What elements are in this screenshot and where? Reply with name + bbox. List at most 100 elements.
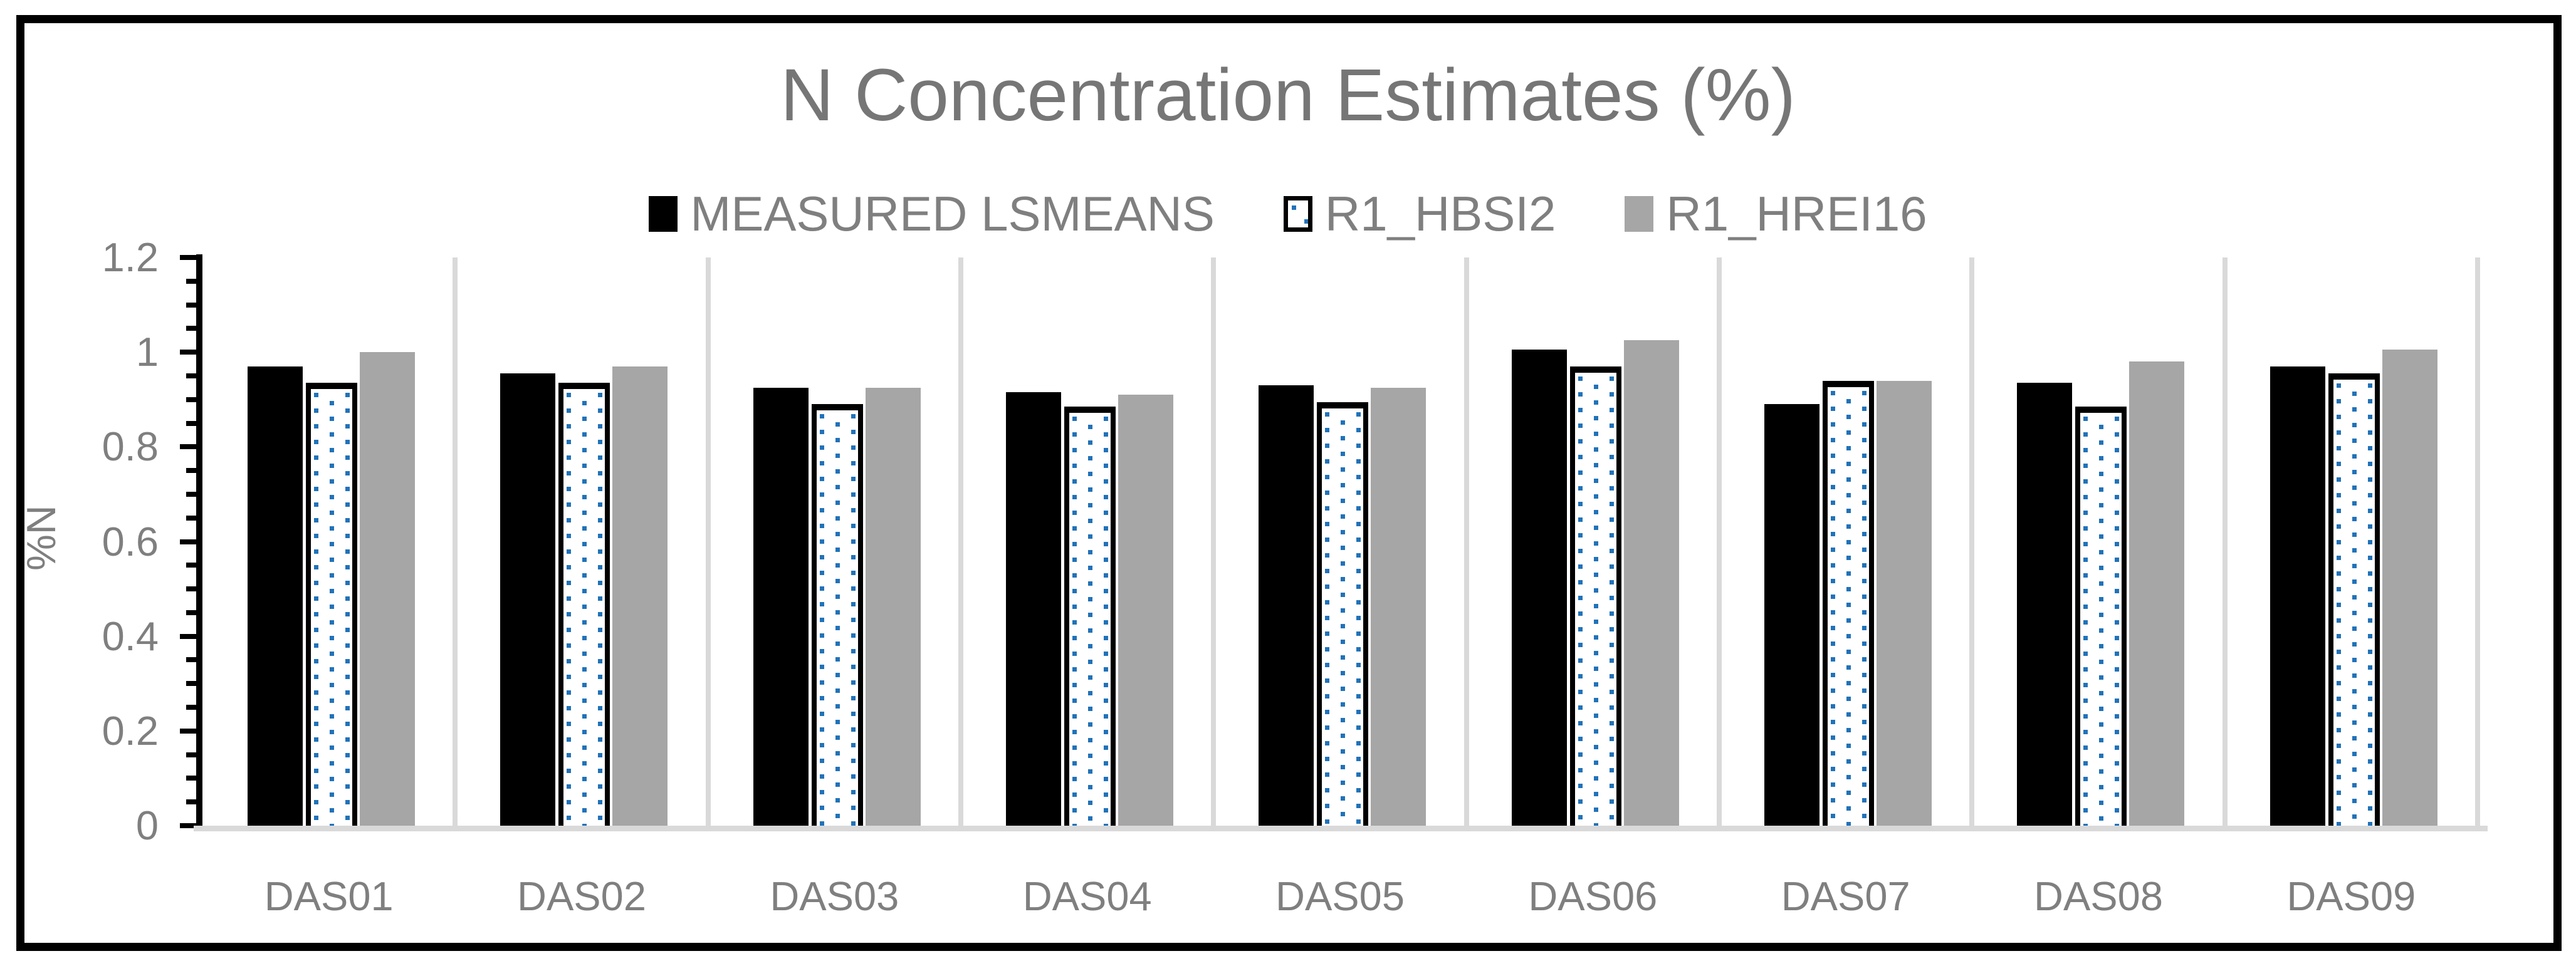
bar-das06-hrei16 bbox=[1623, 340, 1679, 826]
x-axis-category-label: DAS07 bbox=[1781, 873, 1910, 919]
blue-dot-pattern bbox=[819, 414, 824, 418]
legend: MEASURED LSMEANS R1_HBSI2 R1_HREI16 bbox=[0, 185, 2576, 242]
y-axis-line bbox=[196, 254, 202, 828]
blue-dot-pattern bbox=[1578, 377, 1583, 381]
x-axis-category-label: DAS09 bbox=[2286, 873, 2416, 919]
y-axis-minor-tick bbox=[186, 326, 196, 331]
gray-solid-swatch-icon bbox=[1625, 196, 1654, 232]
x-axis-category-label: DAS04 bbox=[1022, 873, 1152, 919]
legend-label: MEASURED LSMEANS bbox=[690, 186, 1215, 241]
bar-das08-measured bbox=[2017, 383, 2073, 826]
y-axis-major-tick bbox=[180, 255, 196, 260]
y-axis-tick-label: 0.4 bbox=[102, 613, 159, 659]
category-gridline bbox=[2475, 257, 2480, 826]
y-axis-tick-label: 0.6 bbox=[102, 518, 159, 564]
bar-das02-measured bbox=[500, 373, 556, 826]
legend-item-measured-lsmeans: MEASURED LSMEANS bbox=[649, 185, 1215, 242]
bar-das01-hbsi2 bbox=[306, 383, 357, 826]
bar-das03-hbsi2 bbox=[811, 404, 863, 826]
y-axis-tick-label: 0 bbox=[135, 802, 159, 848]
category-gridline bbox=[1463, 257, 1469, 826]
x-axis-category-label: DAS03 bbox=[770, 873, 899, 919]
bar-das08-hbsi2 bbox=[2075, 407, 2127, 826]
bar-das08-hrei16 bbox=[2129, 361, 2185, 826]
bar-das01-measured bbox=[248, 366, 303, 826]
legend-item-r1-hrei16: R1_HREI16 bbox=[1625, 185, 1927, 242]
blue-dot-pattern bbox=[1831, 391, 1835, 395]
outer-border-frame bbox=[16, 15, 2562, 951]
category-gridline bbox=[2222, 257, 2228, 826]
blue-dot-pattern bbox=[1072, 417, 1077, 421]
x-axis-baseline bbox=[194, 826, 2488, 831]
bar-das04-hrei16 bbox=[1118, 395, 1173, 826]
black-solid-swatch-icon bbox=[649, 196, 678, 232]
blue-dot-pattern bbox=[314, 393, 318, 397]
bar-das07-hrei16 bbox=[1877, 381, 1932, 826]
category-gridline bbox=[1717, 257, 1722, 826]
category-gridline bbox=[1969, 257, 1975, 826]
legend-label: R1_HREI16 bbox=[1666, 186, 1927, 241]
y-axis-minor-tick bbox=[186, 681, 196, 687]
blue-dot-pattern bbox=[2336, 383, 2341, 388]
bar-das04-measured bbox=[1006, 392, 1061, 826]
bar-das06-measured bbox=[1511, 350, 1567, 826]
y-axis-major-tick bbox=[180, 633, 196, 639]
bar-das02-hbsi2 bbox=[558, 383, 610, 826]
y-axis-minor-tick bbox=[186, 278, 196, 284]
blue-dot-pattern bbox=[1325, 412, 1330, 417]
y-axis-minor-tick bbox=[186, 776, 196, 781]
bar-das05-measured bbox=[1259, 385, 1314, 826]
legend-item-r1-hbsi2: R1_HBSI2 bbox=[1283, 185, 1556, 242]
category-gridline bbox=[453, 257, 458, 826]
chart-title: N Concentration Estimates (%) bbox=[780, 54, 1796, 137]
y-axis-minor-tick bbox=[186, 373, 196, 378]
bar-das02-hrei16 bbox=[612, 366, 668, 826]
y-axis-minor-tick bbox=[186, 491, 196, 497]
y-axis-major-tick bbox=[180, 728, 196, 734]
y-axis-minor-tick bbox=[186, 799, 196, 805]
bar-das04-hbsi2 bbox=[1064, 407, 1116, 826]
y-axis-tick-label: 1.2 bbox=[102, 234, 159, 280]
blue-dot-pattern bbox=[567, 393, 572, 397]
y-axis-minor-tick bbox=[186, 563, 196, 568]
y-axis-minor-tick bbox=[186, 420, 196, 426]
y-axis-minor-tick bbox=[186, 468, 196, 474]
bar-das03-measured bbox=[753, 388, 809, 826]
bar-das09-hrei16 bbox=[2382, 350, 2437, 826]
y-axis-major-tick bbox=[180, 823, 196, 828]
y-axis-minor-tick bbox=[186, 657, 196, 663]
y-axis-minor-tick bbox=[186, 610, 196, 615]
y-axis-minor-tick bbox=[186, 586, 196, 592]
x-axis-category-label: DAS06 bbox=[1528, 873, 1658, 919]
bar-das03-hrei16 bbox=[865, 388, 921, 826]
category-gridline bbox=[958, 257, 963, 826]
y-axis-minor-tick bbox=[186, 752, 196, 757]
category-gridline bbox=[705, 257, 711, 826]
y-axis-tick-label: 0.8 bbox=[102, 423, 159, 470]
bar-das05-hrei16 bbox=[1371, 388, 1427, 826]
x-axis-category-label: DAS02 bbox=[517, 873, 646, 919]
y-axis-major-tick bbox=[180, 444, 196, 450]
x-axis-category-label: DAS01 bbox=[264, 873, 394, 919]
y-axis-minor-tick bbox=[186, 705, 196, 710]
blue-dotted-swatch-icon bbox=[1283, 196, 1312, 232]
bar-das07-hbsi2 bbox=[1823, 381, 1874, 826]
y-axis-minor-tick bbox=[186, 515, 196, 521]
y-axis-major-tick bbox=[180, 350, 196, 355]
y-axis-major-tick bbox=[180, 539, 196, 544]
bar-das09-hbsi2 bbox=[2328, 373, 2380, 826]
y-axis-tick-label: 1 bbox=[135, 329, 159, 375]
bar-das06-hbsi2 bbox=[1569, 366, 1621, 826]
y-axis-minor-tick bbox=[186, 302, 196, 308]
category-gridline bbox=[1211, 257, 1217, 826]
blue-dot-pattern bbox=[2083, 417, 2088, 421]
bar-das09-measured bbox=[2270, 366, 2325, 826]
bar-das01-hrei16 bbox=[360, 352, 415, 826]
plot-area: %N 0 0.2 0.4 0.6 0.8 1 1.2 DAS01 DAS02 DAS03 DAS04… bbox=[18, 237, 2488, 919]
bar-das05-hbsi2 bbox=[1317, 402, 1369, 826]
y-axis-tick-label: 0.2 bbox=[102, 707, 159, 754]
legend-label: R1_HBSI2 bbox=[1324, 186, 1556, 241]
x-axis-category-label: DAS08 bbox=[2034, 873, 2163, 919]
x-axis-category-label: DAS05 bbox=[1275, 873, 1405, 919]
